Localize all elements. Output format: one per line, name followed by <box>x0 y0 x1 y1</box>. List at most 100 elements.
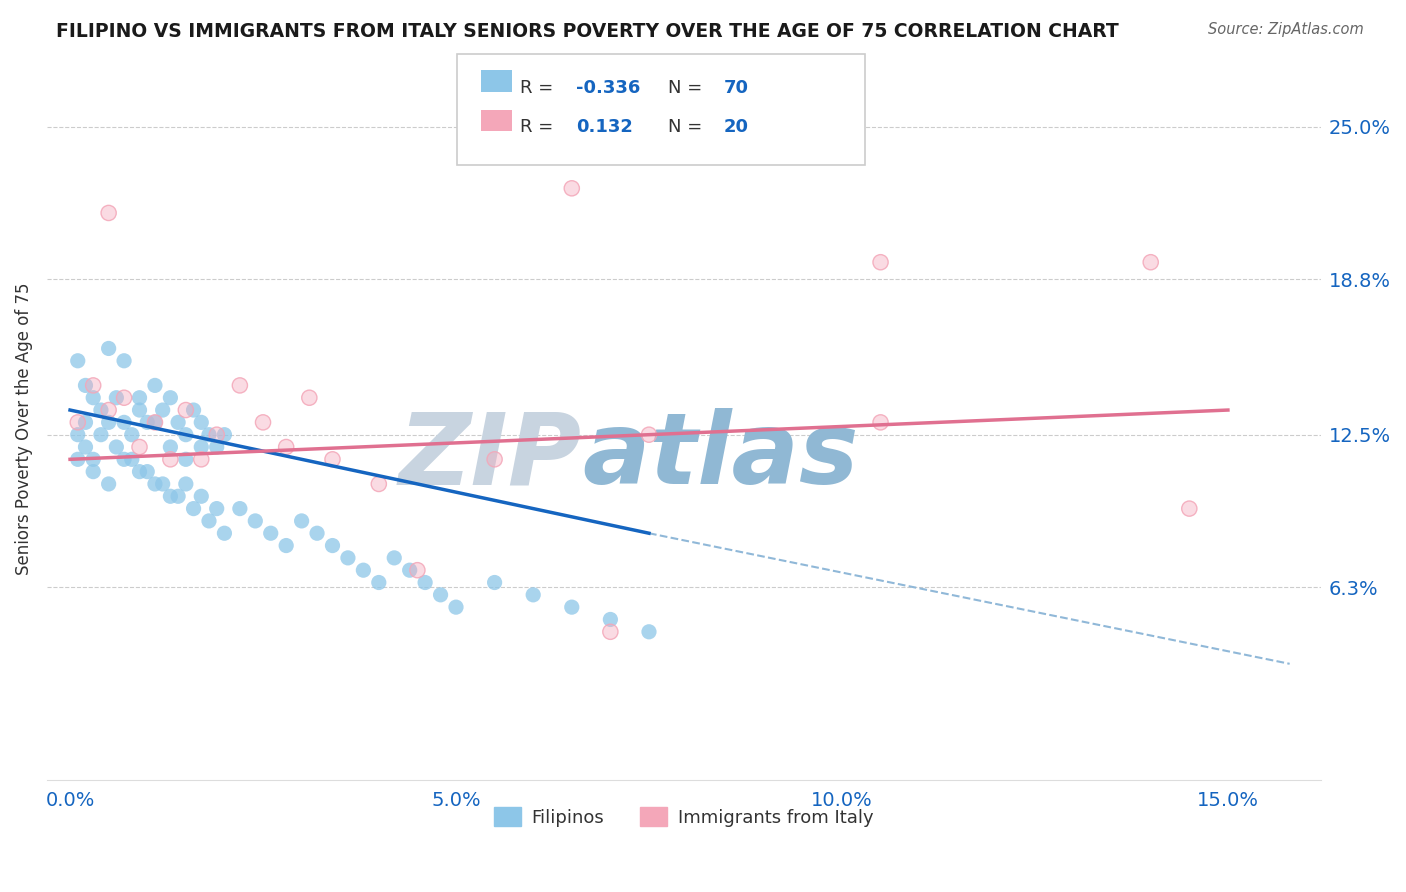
Point <box>90 427 112 442</box>
Point <box>561 181 583 195</box>
Point <box>75 440 97 454</box>
Point <box>128 465 150 479</box>
Text: FILIPINO VS IMMIGRANTS FROM ITALY SENIORS POVERTY OVER THE AGE OF 75 CORRELATION: FILIPINO VS IMMIGRANTS FROM ITALY SENIOR… <box>56 22 1119 41</box>
Point <box>143 477 166 491</box>
Point <box>321 452 343 467</box>
Point <box>128 440 150 454</box>
Point <box>214 526 236 541</box>
Point <box>260 526 283 541</box>
Point <box>152 477 174 491</box>
Point <box>97 403 120 417</box>
Text: 70: 70 <box>724 79 749 97</box>
Point <box>174 403 197 417</box>
Point <box>97 342 120 356</box>
Point <box>190 416 212 430</box>
Text: -0.336: -0.336 <box>576 79 641 97</box>
Point <box>66 353 89 368</box>
Point <box>152 403 174 417</box>
Point <box>190 452 212 467</box>
Point <box>90 403 112 417</box>
Point <box>183 501 205 516</box>
Point <box>382 550 405 565</box>
Point <box>105 440 128 454</box>
Point <box>245 514 267 528</box>
Point <box>869 255 891 269</box>
Point <box>136 416 159 430</box>
Point <box>276 440 298 454</box>
Point <box>869 416 891 430</box>
Point <box>167 416 190 430</box>
Point <box>561 600 583 615</box>
Point <box>167 489 190 503</box>
Point <box>638 427 661 442</box>
Point <box>112 452 135 467</box>
Point <box>190 452 212 467</box>
Point <box>159 452 181 467</box>
Point <box>112 391 135 405</box>
Point <box>143 416 166 430</box>
Point <box>298 391 321 405</box>
Point <box>413 575 436 590</box>
Text: N =: N = <box>668 79 702 97</box>
Point <box>298 391 321 405</box>
Text: R =: R = <box>520 79 554 97</box>
Point <box>252 416 274 430</box>
Point <box>190 440 212 454</box>
Point <box>276 539 298 553</box>
Point <box>1139 255 1161 269</box>
Point <box>252 416 274 430</box>
Legend: Filipinos, Immigrants from Italy: Filipinos, Immigrants from Italy <box>486 800 882 834</box>
Point <box>121 452 143 467</box>
Text: atlas: atlas <box>582 409 858 505</box>
Text: 20: 20 <box>724 118 749 136</box>
Point <box>321 452 343 467</box>
Point <box>205 427 228 442</box>
Text: N =: N = <box>668 118 702 136</box>
Text: 0.132: 0.132 <box>576 118 633 136</box>
Point <box>291 514 314 528</box>
Point <box>174 427 197 442</box>
Point <box>336 550 359 565</box>
Point <box>143 378 166 392</box>
Point <box>205 501 228 516</box>
Point <box>599 612 621 626</box>
Point <box>128 440 150 454</box>
Point <box>75 378 97 392</box>
Point <box>174 403 197 417</box>
Point <box>484 452 506 467</box>
Point <box>128 391 150 405</box>
Point <box>276 440 298 454</box>
Point <box>1178 501 1201 516</box>
Point <box>398 563 420 577</box>
Point <box>136 465 159 479</box>
Point <box>66 452 89 467</box>
Point <box>406 563 429 577</box>
Point <box>143 416 166 430</box>
Point <box>599 624 621 639</box>
Point <box>367 477 389 491</box>
Point <box>66 416 89 430</box>
Point <box>484 575 506 590</box>
Point <box>66 416 89 430</box>
Point <box>97 206 120 220</box>
Point <box>869 416 891 430</box>
Point <box>367 575 389 590</box>
Point <box>174 477 197 491</box>
Point <box>352 563 374 577</box>
Point <box>229 501 252 516</box>
Point <box>214 427 236 442</box>
Point <box>367 477 389 491</box>
Point <box>82 452 104 467</box>
Point <box>522 588 544 602</box>
Point <box>112 353 135 368</box>
Point <box>159 452 181 467</box>
Point <box>638 624 661 639</box>
Point <box>444 600 467 615</box>
Point <box>97 206 120 220</box>
Point <box>159 440 181 454</box>
Point <box>82 378 104 392</box>
Point <box>97 477 120 491</box>
Point <box>205 440 228 454</box>
Point <box>229 378 252 392</box>
Point <box>82 378 104 392</box>
